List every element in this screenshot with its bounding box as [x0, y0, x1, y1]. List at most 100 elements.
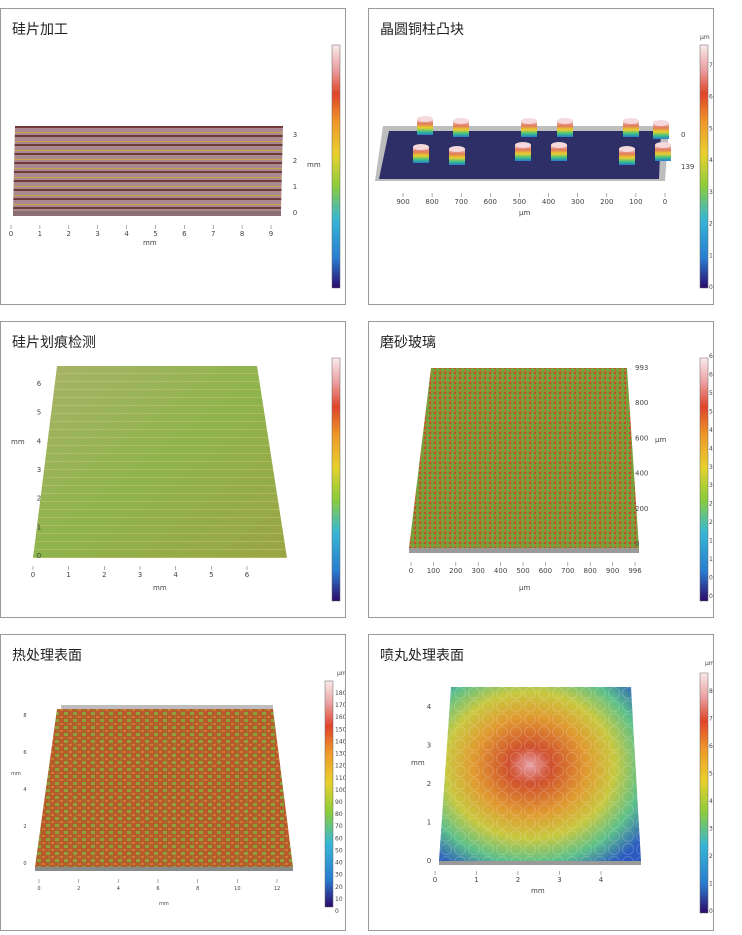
- x-tick-label: 300: [472, 567, 485, 575]
- x-tick-label: 0: [433, 876, 437, 884]
- x-tick-label: 5: [153, 230, 157, 238]
- scale-tick-label: 80: [709, 688, 713, 695]
- x-tick-label: 6: [182, 230, 187, 238]
- copper-pillar: [521, 118, 537, 137]
- x-tick-label: 500: [516, 567, 529, 575]
- x-tick-label: 8: [240, 230, 244, 238]
- x-tick-label: 400: [542, 198, 555, 206]
- color-scale-unit: μm: [700, 34, 710, 41]
- copper-pillar: [655, 142, 671, 161]
- panel-heat-treated: 热处理表面 0 2 4 6 8 10 12 0 2 4 6 8 mm mm μm 180: [0, 634, 346, 931]
- x-axis: 0 1 2 3 4: [433, 871, 604, 884]
- scale-tick-label: 6.0: [709, 371, 713, 378]
- x-tick-label: 900: [396, 198, 409, 206]
- y-tick-label: 4: [427, 703, 432, 711]
- scale-tick-label: 130: [335, 751, 345, 758]
- scale-tick-label: 0: [709, 284, 713, 291]
- x-tick-label: 996: [628, 567, 642, 575]
- panel-scratch-detection: 硅片划痕检测 0 1 2 3 4 5 6 0 1 2 3 4 5 6 mm mm: [0, 321, 346, 618]
- y-tick-label: 600: [635, 434, 648, 442]
- copper-pillar: [623, 118, 639, 137]
- copper-pillar: [551, 142, 567, 161]
- x-tick-label: 0: [663, 198, 667, 206]
- x-tick-label: 4: [599, 876, 604, 884]
- surface-plot: 0 1 2 3 4 0 1 2 3 4 mm mm μm 80 70 60 50 40 30 20 10 0: [411, 660, 713, 915]
- copper-pillar: [413, 144, 429, 163]
- y-tick-label: 400: [635, 470, 648, 478]
- scale-tick-label: 50: [709, 125, 713, 132]
- scale-tick-label: 70: [335, 823, 343, 830]
- y-tick-label: 2: [37, 495, 41, 503]
- x-tick-label: 1: [474, 876, 478, 884]
- color-scale-bar: [699, 357, 709, 602]
- scale-tick-label: 10: [335, 896, 343, 903]
- y-tick-label: 2: [427, 780, 431, 788]
- scale-tick-label: 5.5: [709, 390, 713, 397]
- y-tick-label: 2: [23, 824, 26, 830]
- scale-tick-label: 170: [335, 702, 345, 709]
- x-axis: 0 2 4 6 8 10 12: [37, 879, 280, 892]
- y-axis-label: mm: [307, 161, 321, 169]
- scale-tick-label: 60: [709, 94, 713, 101]
- y-tick-label: 6: [37, 380, 42, 388]
- y-tick-label: 0: [23, 861, 26, 867]
- x-tick-label: 6: [245, 571, 250, 579]
- x-tick-label: 2: [516, 876, 520, 884]
- x-tick-label: 900: [606, 567, 619, 575]
- y-tick-label: 5: [37, 409, 41, 417]
- y-axis-label: mm: [11, 438, 25, 446]
- x-axis-label: mm: [153, 584, 167, 592]
- y-tick-label: 3: [293, 131, 297, 139]
- y-axis-label: μm: [655, 436, 666, 444]
- x-tick-label: 100: [629, 198, 642, 206]
- scale-tick-label: 0.0: [709, 593, 713, 600]
- x-axis: 0 100 200 300 400 500 600 700 800 900 996: [409, 562, 642, 575]
- y-axis: 0 1 2 3: [293, 131, 297, 217]
- scale-tick-label: 40: [335, 860, 343, 867]
- x-tick-label: 9: [269, 230, 273, 238]
- scale-tick-label: 20: [335, 884, 343, 891]
- y-tick-label: 6: [23, 750, 26, 756]
- scale-tick-label: 4.0: [709, 445, 713, 452]
- copper-pillar: [449, 146, 465, 165]
- x-tick-label: 3: [557, 876, 561, 884]
- x-tick-label: 2: [77, 886, 80, 892]
- scale-tick-label: 30: [709, 189, 713, 196]
- scale-tick-label: 1.0: [709, 556, 713, 563]
- x-tick-label: 600: [539, 567, 552, 575]
- scale-tick-label: 180: [335, 690, 345, 697]
- y-axis: 0 139: [681, 131, 694, 171]
- y-tick-label: 0: [635, 540, 639, 548]
- x-tick-label: 700: [455, 198, 468, 206]
- x-tick-label: 1: [66, 571, 70, 579]
- y-tick-label: 3: [427, 742, 431, 750]
- surface-plot: 0 1 2 3 4 5 6 7 8 9 0 1 2 3 mm mm: [9, 44, 341, 289]
- y-tick-label: 3: [37, 466, 41, 474]
- y-tick-label: 200: [635, 505, 648, 513]
- glass-surface: [409, 368, 639, 548]
- y-axis-label: mm: [11, 771, 21, 777]
- x-tick-label: 7: [211, 230, 215, 238]
- x-axis-label: mm: [159, 901, 169, 907]
- x-tick-label: 700: [561, 567, 574, 575]
- y-tick-label: 1: [37, 523, 41, 531]
- color-scale-bar: [331, 357, 341, 602]
- scale-tick-label: 40: [709, 798, 713, 805]
- y-tick-label: 1: [293, 183, 297, 191]
- y-tick-label: 1: [427, 819, 431, 827]
- x-tick-label: 200: [600, 198, 613, 206]
- scale-tick-label: 120: [335, 763, 345, 770]
- x-axis: 900 800 700 600 500 400 300 200 100 0: [396, 193, 667, 206]
- y-tick-label: 993: [635, 364, 648, 372]
- x-tick-label: 800: [425, 198, 438, 206]
- x-axis-label: mm: [531, 887, 545, 895]
- x-tick-label: 10: [234, 886, 240, 892]
- color-scale-ticks: 70 60 50 40 30 20 10 0: [709, 62, 713, 291]
- y-tick-label: 0: [681, 131, 685, 139]
- x-tick-label: 12: [274, 886, 280, 892]
- color-scale-bar: [699, 44, 709, 289]
- silicon-surface: [13, 126, 283, 211]
- surface-plot: 0 2 4 6 8 10 12 0 2 4 6 8 mm mm μm 180 170 160 150 140…: [11, 670, 345, 915]
- scale-tick-label: 30: [335, 872, 343, 879]
- copper-pillar: [619, 146, 635, 165]
